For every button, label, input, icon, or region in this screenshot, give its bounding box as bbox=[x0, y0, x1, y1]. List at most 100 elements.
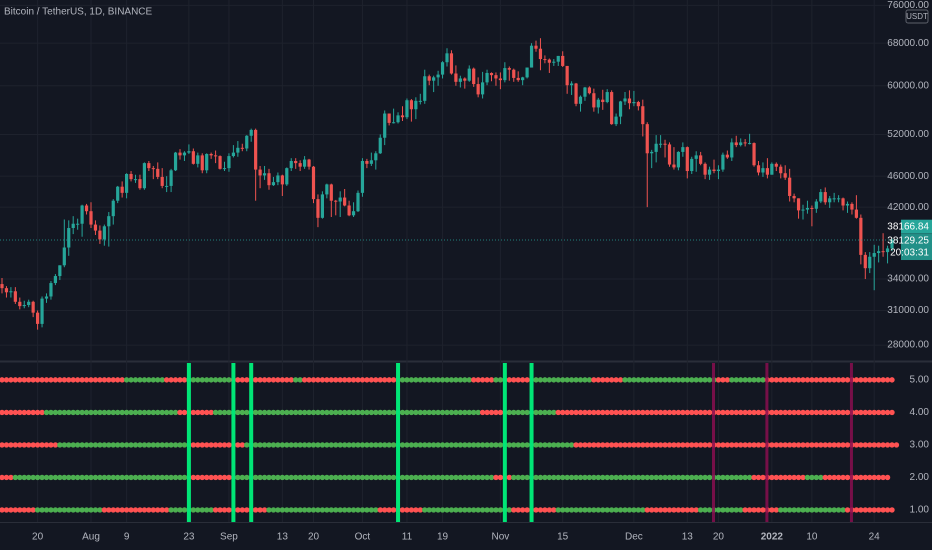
x-tick-label: 9 bbox=[124, 532, 130, 543]
candle-body bbox=[699, 155, 703, 164]
signal-dot bbox=[453, 507, 459, 513]
signal-dot bbox=[288, 474, 294, 481]
signal-dot bbox=[844, 377, 851, 383]
signal-dot bbox=[181, 474, 188, 481]
signal-dot bbox=[66, 442, 72, 448]
signal-dot bbox=[39, 507, 45, 513]
candle-body bbox=[418, 100, 422, 102]
candle-body bbox=[76, 223, 80, 225]
signal-dot bbox=[644, 474, 650, 481]
signal-dot bbox=[760, 474, 766, 481]
signal-dot bbox=[519, 442, 526, 448]
signal-dot bbox=[155, 474, 161, 481]
signal-dot bbox=[261, 442, 268, 448]
signal-dot bbox=[79, 377, 85, 383]
signal-dot bbox=[426, 442, 432, 448]
signal-dot bbox=[43, 409, 50, 416]
signal-dot bbox=[137, 409, 143, 416]
signal-dot bbox=[12, 377, 19, 383]
candle-body bbox=[676, 151, 680, 168]
signal-dot bbox=[386, 442, 392, 448]
candle-body bbox=[151, 168, 155, 170]
signal-dot bbox=[364, 377, 370, 383]
signal-dot bbox=[778, 409, 784, 416]
candle-body bbox=[214, 155, 218, 157]
signal-dot bbox=[497, 474, 504, 481]
signal-dot bbox=[315, 507, 321, 513]
signal-dot bbox=[631, 507, 637, 513]
signal-dot bbox=[657, 377, 664, 383]
candle-body bbox=[365, 160, 369, 164]
signal-dot bbox=[484, 377, 490, 383]
candle-body bbox=[320, 194, 324, 218]
signal-dot bbox=[702, 474, 708, 481]
signal-dot bbox=[493, 377, 499, 383]
signal-dot bbox=[115, 409, 121, 416]
signal-dot bbox=[871, 474, 877, 481]
signal-dot bbox=[444, 377, 450, 383]
signal-dot bbox=[239, 377, 245, 383]
signal-dot bbox=[511, 474, 517, 481]
signal-dot bbox=[577, 409, 584, 416]
signal-dot bbox=[252, 507, 259, 513]
signal-dot bbox=[693, 507, 699, 513]
signal-dot bbox=[471, 377, 477, 383]
signal-dot bbox=[355, 409, 361, 416]
y-tick-label: 42000.00 bbox=[887, 202, 929, 213]
signal-dot bbox=[546, 409, 553, 416]
signal-dot bbox=[328, 507, 334, 513]
signal-dot bbox=[862, 442, 868, 448]
signal-dot bbox=[515, 377, 521, 383]
signal-dot bbox=[511, 409, 517, 416]
signal-dot bbox=[324, 474, 330, 481]
signal-dot bbox=[61, 507, 67, 513]
signal-dot bbox=[738, 377, 744, 383]
signal-dot bbox=[270, 377, 277, 383]
signal-dot bbox=[813, 377, 820, 383]
signal-dot bbox=[106, 377, 112, 383]
candle-body bbox=[467, 68, 471, 81]
candle-body bbox=[49, 283, 53, 297]
candle-body bbox=[334, 200, 338, 202]
signal-dot bbox=[524, 409, 530, 416]
signal-dot bbox=[297, 507, 303, 513]
signal-dot bbox=[524, 377, 530, 383]
signal-dot bbox=[666, 409, 673, 416]
signal-dot bbox=[804, 377, 811, 383]
signal-dot bbox=[506, 442, 512, 448]
signal-dot bbox=[3, 507, 10, 513]
candle-body bbox=[22, 305, 26, 307]
signal-dot bbox=[404, 474, 410, 481]
signal-dot bbox=[671, 474, 677, 481]
signal-dot bbox=[706, 507, 713, 513]
signal-dot bbox=[546, 474, 553, 481]
signal-dot bbox=[275, 409, 281, 416]
candle-body bbox=[454, 73, 458, 82]
signal-dot bbox=[617, 474, 624, 481]
signal-dot bbox=[560, 377, 566, 383]
signal-dot bbox=[57, 409, 63, 416]
signal-dot bbox=[88, 474, 94, 481]
signal-dot bbox=[92, 474, 99, 481]
signal-dot bbox=[3, 377, 10, 383]
signal-dot bbox=[417, 442, 423, 448]
candle-body bbox=[828, 198, 832, 203]
signal-dot bbox=[804, 474, 811, 481]
signal-dot bbox=[377, 474, 383, 481]
x-tick-label: 13 bbox=[682, 532, 694, 543]
candle-body bbox=[845, 203, 850, 206]
signal-dot bbox=[221, 442, 228, 448]
signal-dot bbox=[782, 409, 788, 416]
candle-body bbox=[805, 207, 810, 210]
signal-dot bbox=[66, 474, 72, 481]
signal-dot bbox=[17, 377, 23, 383]
signal-dot bbox=[867, 474, 873, 481]
signal-dot bbox=[742, 377, 748, 383]
signal-dot bbox=[542, 377, 548, 383]
signal-dot bbox=[417, 474, 423, 481]
signal-dot bbox=[266, 409, 272, 416]
signal-dot bbox=[880, 474, 886, 481]
signal-dot bbox=[364, 442, 370, 448]
signal-dot bbox=[715, 409, 722, 416]
signal-dot bbox=[337, 474, 343, 481]
